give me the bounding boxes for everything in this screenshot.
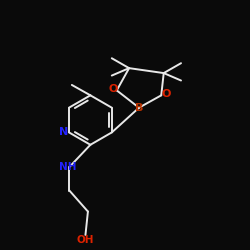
Text: B: B: [135, 103, 143, 113]
Text: O: O: [108, 84, 118, 94]
Text: N: N: [59, 128, 68, 138]
Text: NH: NH: [60, 162, 77, 172]
Text: OH: OH: [77, 235, 94, 245]
Text: O: O: [161, 89, 170, 99]
